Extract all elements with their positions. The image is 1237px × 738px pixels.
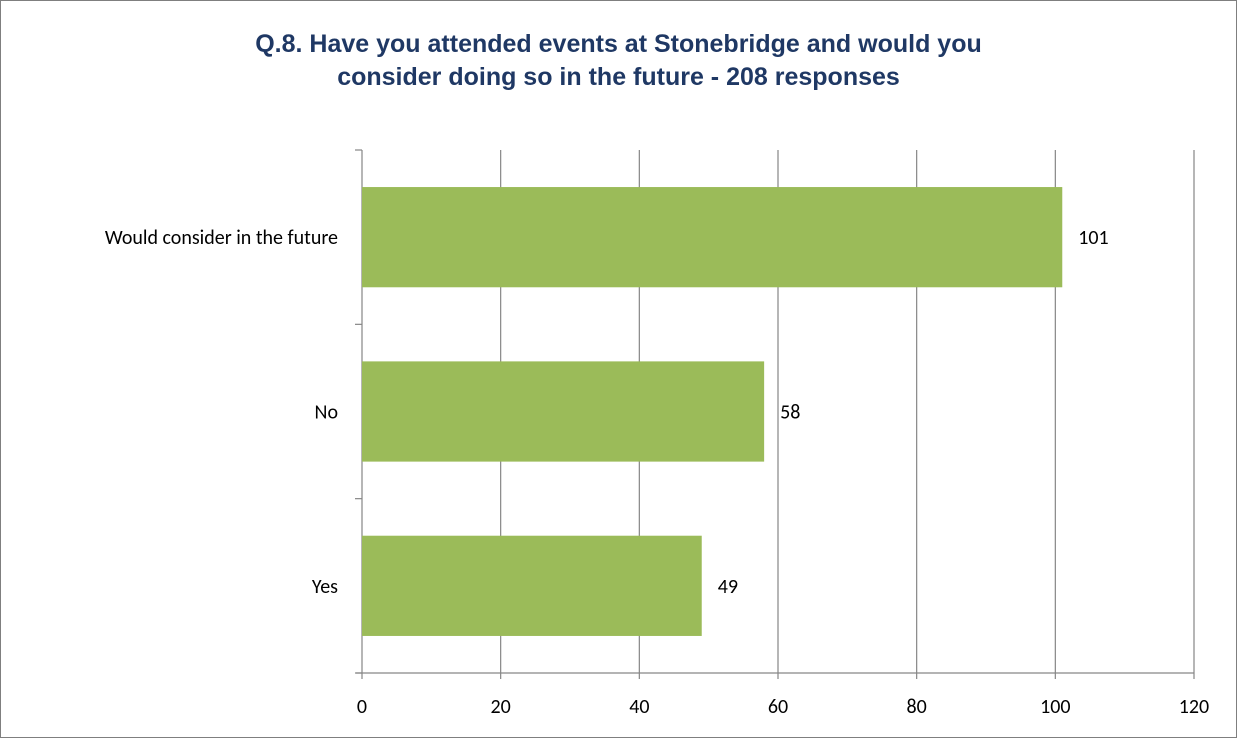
chart-title-line-1: Q.8. Have you attended events at Stonebr…: [255, 30, 982, 58]
bar-no: [362, 361, 765, 462]
labels: 0 20 40 60 80 100 120 101 Would consider in the …: [105, 226, 1209, 719]
category-label: Yes: [312, 575, 338, 599]
x-tick-label: 100: [1040, 695, 1070, 719]
bar-yes: [362, 535, 702, 636]
x-tick-label: 120: [1179, 695, 1209, 719]
chart-title: Q.8. Have you attended events at Stonebr…: [0, 28, 1237, 94]
category-label: Would consider in the future: [105, 226, 338, 250]
data-label: 49: [718, 575, 738, 599]
chart-title-line-2: consider doing so in the future - 208 re…: [337, 63, 900, 91]
x-tick-label: 0: [357, 695, 367, 719]
category-label: No: [315, 401, 338, 425]
bars: [362, 187, 1063, 636]
x-tick-label: 60: [768, 695, 788, 719]
x-tick-label: 80: [907, 695, 927, 719]
data-label: 101: [1078, 226, 1108, 250]
bar-would-consider-in-the-future: [362, 187, 1063, 288]
x-tick-label: 20: [491, 695, 511, 719]
x-tick-label: 40: [629, 695, 649, 719]
data-label: 58: [780, 401, 800, 425]
